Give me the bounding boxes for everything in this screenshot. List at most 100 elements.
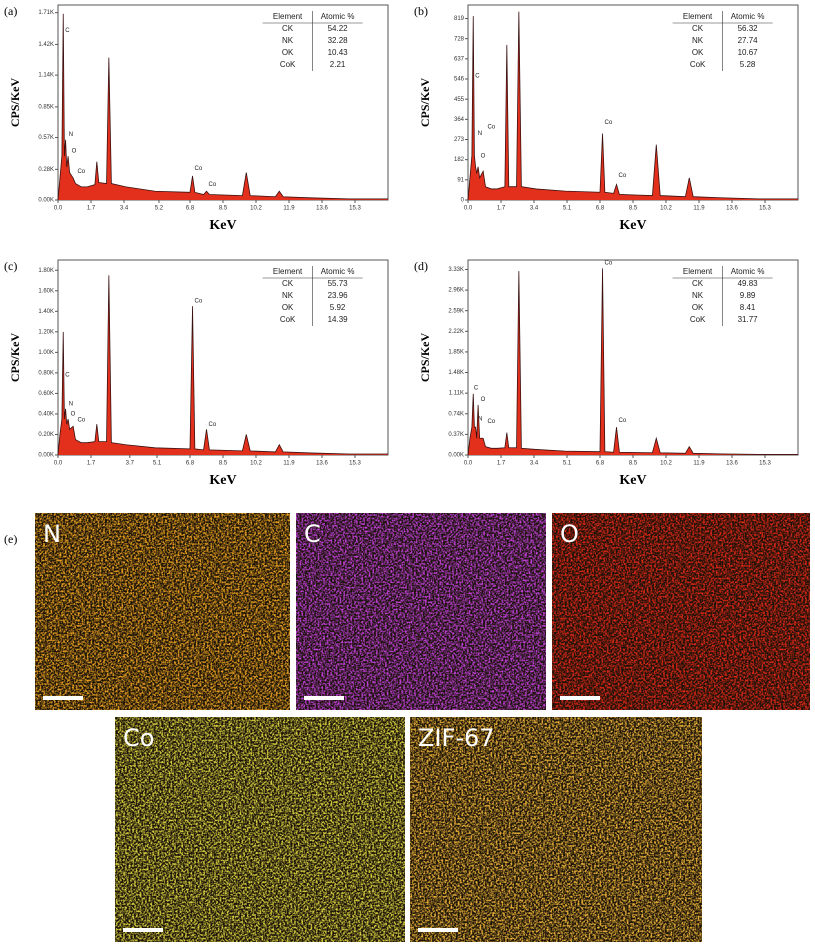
plot-frame (57, 259, 389, 456)
table-cell: 27.74 (738, 36, 759, 45)
peak-label: Co (487, 124, 495, 130)
y-tick-label: 637 (454, 56, 465, 62)
x-tick-label: 15.3 (349, 461, 361, 467)
element-map: ZIF-67 (410, 717, 702, 942)
y-tick-label: 0.57K (38, 135, 54, 141)
x-tick-label: 1.7 (87, 206, 96, 212)
map-speckle (552, 513, 810, 710)
table-cell: OK (692, 48, 704, 57)
y-tick-label: 546 (454, 77, 465, 83)
table-header: Element (273, 267, 303, 276)
x-tick-label: 0.0 (464, 206, 473, 212)
panel-label: (d) (414, 259, 428, 273)
table-cell: NK (692, 291, 704, 300)
spectrum-line (467, 268, 798, 456)
y-tick-label: 364 (454, 117, 465, 123)
element-map: N (35, 513, 290, 710)
element-map: Co (115, 717, 405, 942)
y-tick-label: 1.20K (38, 329, 54, 335)
table-cell: CoK (690, 315, 706, 324)
table-cell: 5.92 (330, 303, 346, 312)
map-speckle (35, 513, 290, 710)
x-axis-label: KeV (209, 473, 236, 488)
table-cell: CK (692, 279, 704, 288)
x-tick-label: 13.6 (316, 461, 328, 467)
peak-label: O (72, 148, 77, 154)
panel-label: (a) (4, 4, 17, 18)
peak-label: Co (487, 419, 495, 425)
table-cell: NK (282, 291, 294, 300)
y-tick-label: 0.20K (38, 432, 54, 438)
table-cell: CoK (690, 60, 706, 69)
x-axis-label: KeV (619, 473, 646, 488)
peak-label: C (65, 373, 70, 379)
y-tick-label: 1.60K (38, 288, 54, 294)
table-cell: NK (692, 36, 704, 45)
scale-bar (418, 928, 458, 932)
peak-label: Co (619, 173, 627, 179)
y-tick-label: 1.11K (449, 391, 464, 397)
table-cell: 55.73 (328, 279, 349, 288)
element-map: O (552, 513, 810, 710)
peak-label: Co (209, 182, 217, 188)
table-cell: 56.32 (738, 24, 759, 33)
y-tick-label: 455 (454, 97, 465, 103)
y-tick-label: 0.40K (38, 412, 54, 418)
table-cell: 32.28 (328, 36, 349, 45)
table-header: Atomic % (321, 12, 355, 21)
table-header: Atomic % (731, 267, 765, 276)
y-tick-label: 0.28K (38, 167, 54, 173)
table-cell: CK (692, 24, 704, 33)
scale-bar (304, 696, 344, 700)
table-cell: OK (692, 303, 704, 312)
table-cell: CK (282, 24, 294, 33)
table-cell: 10.67 (738, 48, 759, 57)
x-tick-label: 8.5 (629, 206, 638, 212)
peak-label: N (478, 416, 482, 422)
x-tick-label: 0.0 (54, 461, 63, 467)
y-tick-label: 0.00K (38, 453, 54, 459)
y-tick-label: 273 (454, 137, 465, 143)
x-tick-label: 3.4 (530, 461, 539, 467)
peak-label: Co (195, 166, 203, 172)
peak-label: Co (619, 418, 627, 424)
table-cell: 9.89 (740, 291, 756, 300)
table-cell: 10.43 (328, 48, 349, 57)
table-header: Atomic % (731, 12, 765, 21)
x-tick-label: 10.2 (250, 206, 262, 212)
map-speckle (115, 717, 405, 942)
x-tick-label: 6.8 (186, 206, 195, 212)
plot-frame (57, 4, 389, 201)
peak-label: O (481, 153, 486, 159)
spectrum-line (467, 11, 798, 201)
y-tick-label: 2.59K (448, 308, 464, 314)
x-tick-label: 5.1 (563, 461, 572, 467)
x-tick-label: 6.8 (186, 461, 195, 467)
y-tick-label: 0.60K (38, 391, 54, 397)
table-header: Element (273, 12, 303, 21)
table-cell: CK (282, 279, 294, 288)
x-tick-label: 5.2 (155, 206, 164, 212)
scale-bar (123, 928, 163, 932)
y-tick-label: 182 (454, 157, 465, 163)
peak-label: O (71, 412, 76, 418)
x-tick-label: 15.3 (759, 206, 771, 212)
peak-label: C (65, 28, 70, 34)
y-tick-label: 3.33K (448, 267, 464, 273)
table-cell: OK (282, 48, 294, 57)
x-tick-label: 11.9 (283, 461, 295, 467)
x-tick-label: 13.6 (726, 206, 738, 212)
y-tick-label: 0.85K (38, 104, 54, 110)
table-cell: 31.77 (738, 315, 759, 324)
peak-label: O (481, 397, 486, 403)
x-tick-label: 11.9 (693, 461, 705, 467)
x-tick-label: 10.2 (660, 206, 672, 212)
x-tick-label: 10.2 (250, 461, 262, 467)
x-tick-label: 13.6 (726, 461, 738, 467)
x-tick-label: 8.5 (219, 461, 228, 467)
x-tick-label: 0.0 (464, 461, 473, 467)
panel-label: (b) (414, 4, 428, 18)
x-tick-label: 5.1 (563, 206, 572, 212)
y-tick-label: 1.14K (38, 73, 54, 79)
y-axis-label: CPS/KeV (8, 333, 22, 383)
